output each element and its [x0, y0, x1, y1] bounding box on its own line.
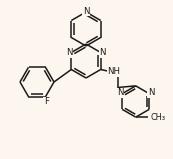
Text: N: N: [117, 88, 123, 97]
Text: NH: NH: [107, 67, 120, 76]
Text: CH₃: CH₃: [151, 113, 166, 122]
Text: N: N: [99, 48, 106, 57]
Text: N: N: [83, 7, 89, 15]
Text: F: F: [44, 97, 49, 106]
Text: N: N: [148, 88, 154, 97]
Text: N: N: [66, 48, 72, 57]
